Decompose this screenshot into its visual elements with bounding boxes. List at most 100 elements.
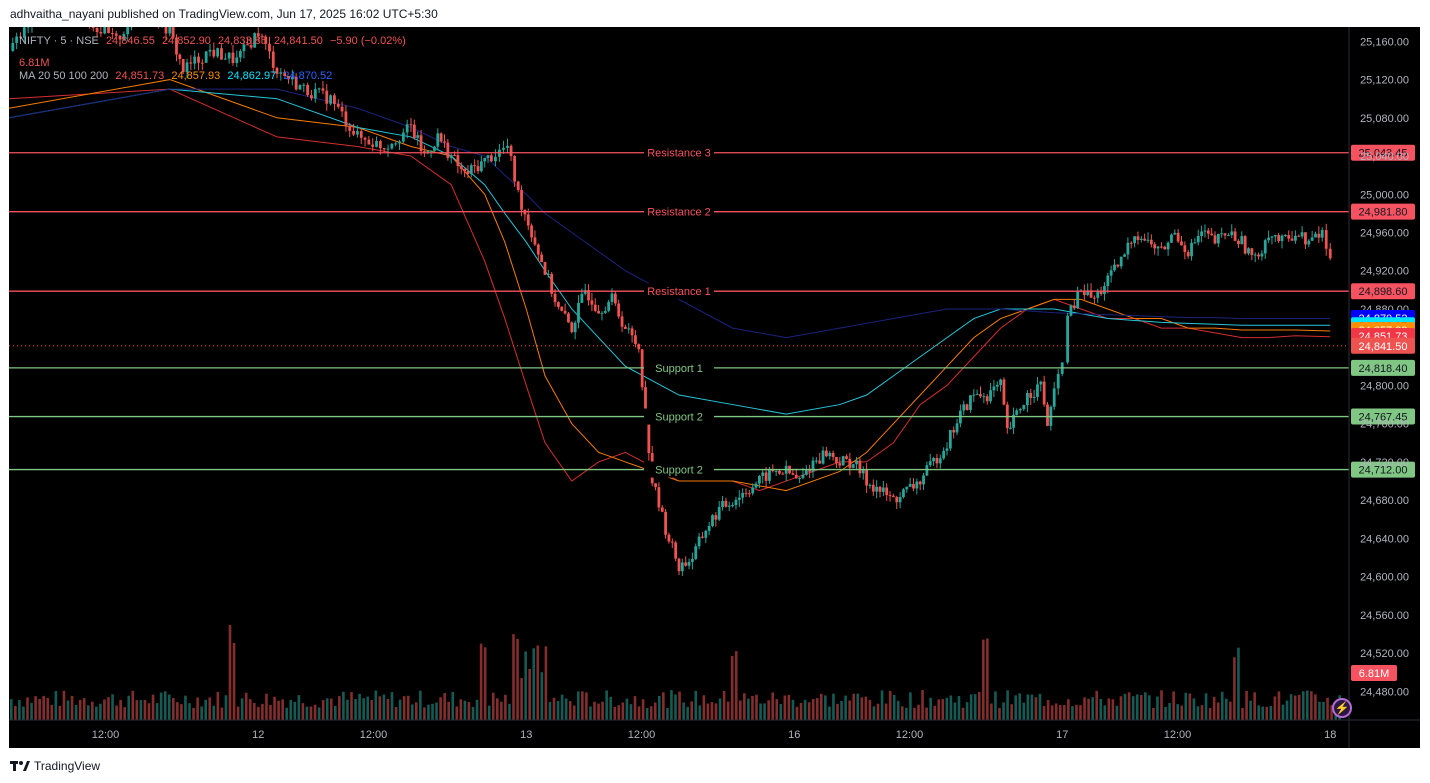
volume-bar	[151, 694, 155, 720]
candle-body	[164, 27, 168, 34]
candle-body	[1237, 240, 1240, 245]
volume-bar	[1253, 692, 1256, 720]
volume-bar	[1038, 693, 1042, 720]
candle-body	[536, 244, 540, 255]
candle-body	[494, 156, 497, 162]
volume-bar	[852, 693, 855, 720]
candle-body	[624, 326, 627, 329]
volume-bar	[1160, 690, 1163, 720]
candle-body	[1186, 252, 1190, 257]
volume-bar	[38, 699, 41, 720]
volume-bar	[285, 707, 288, 720]
volume-bar	[743, 693, 746, 720]
candle-body	[744, 492, 748, 494]
volume-bar	[390, 692, 394, 720]
candle-body	[670, 541, 674, 543]
candle-body	[530, 225, 533, 238]
candle-body	[416, 135, 420, 138]
volume-bar	[1188, 693, 1192, 720]
level-price-tag	[1351, 359, 1415, 376]
ma-line-2	[9, 79, 1331, 492]
volume-bar	[111, 694, 114, 720]
candle-body	[768, 468, 771, 481]
legend-ma20: 24,851.73	[115, 70, 165, 82]
volume-bar	[1233, 657, 1236, 720]
candle-body	[375, 140, 378, 147]
candle-body	[1227, 235, 1230, 237]
level-label: Resistance 2	[647, 207, 711, 219]
candle-body	[256, 33, 260, 37]
candle-body	[260, 36, 264, 38]
level-label: Resistance 1	[647, 286, 711, 298]
volume-bar	[14, 705, 17, 720]
volume-bar	[609, 696, 612, 720]
volume-bar	[212, 705, 216, 720]
candle-body	[268, 43, 271, 52]
volume-bar	[257, 706, 260, 720]
candle-body	[453, 155, 456, 157]
volume-bar	[739, 700, 742, 720]
candle-body	[557, 302, 560, 307]
volume-bar	[459, 699, 463, 720]
candle-body	[1220, 233, 1224, 235]
volume-bar	[463, 700, 467, 720]
volume-bar	[674, 694, 677, 720]
candle-body	[942, 450, 946, 459]
candle-body	[1277, 235, 1281, 242]
candle-body	[1290, 238, 1294, 241]
volume-bar	[66, 700, 70, 720]
candle-body	[918, 481, 922, 485]
volume-bar	[1245, 690, 1248, 720]
volume-bar	[597, 703, 600, 720]
volume-bar	[722, 691, 726, 720]
volume-bar	[427, 704, 430, 720]
volume-bar	[520, 678, 523, 720]
candle-body	[955, 423, 959, 433]
candle-body	[95, 28, 99, 33]
candle-body	[630, 328, 634, 336]
volume-bar	[475, 699, 479, 720]
candle-body	[483, 157, 487, 162]
volume-bar	[1220, 691, 1224, 720]
volume-bar	[1030, 694, 1034, 720]
candle-body	[193, 56, 197, 64]
volume-bar	[1269, 705, 1273, 720]
candle-body	[825, 450, 828, 457]
candle-body	[758, 475, 761, 484]
lightning-icon[interactable]: ⚡	[1332, 698, 1352, 718]
chart-panel[interactable]: Resistance 3 25,043.45 Resistance 2 24,981.…	[9, 27, 1420, 748]
candle-body	[1216, 234, 1220, 244]
volume-bar	[666, 707, 669, 720]
volume-bar	[455, 706, 459, 720]
chart-svg[interactable]: Resistance 3 25,043.45 Resistance 2 24,981.…	[9, 27, 1420, 748]
candle-body	[1297, 235, 1301, 237]
candle-body	[871, 484, 875, 492]
candle-body	[697, 536, 701, 547]
volume-bar	[232, 642, 236, 720]
volume-bar	[22, 706, 25, 720]
volume-bar	[585, 692, 588, 720]
volume-bar	[1249, 700, 1252, 720]
volume-bar	[815, 698, 819, 720]
volume-bar	[107, 697, 110, 720]
volume-bar	[155, 703, 159, 720]
volume-bar	[358, 693, 361, 720]
candle-body	[1029, 392, 1033, 398]
candle-body	[1153, 244, 1157, 249]
volume-bar	[848, 700, 851, 720]
candle-body	[684, 562, 688, 566]
candle-body	[865, 470, 868, 486]
legend-symbol: NIFTY · 5 · NSE	[19, 35, 99, 47]
volume-bar	[95, 706, 98, 720]
volume-bar	[892, 694, 896, 720]
volume-bar	[1139, 695, 1143, 720]
volume-bar	[601, 701, 604, 720]
candle-body	[674, 542, 678, 559]
candle-body	[734, 499, 738, 506]
candle-body	[1280, 235, 1284, 242]
legend-ma-label: MA 20 50 100 200	[19, 70, 109, 82]
volume-bar	[905, 707, 908, 720]
candle-body	[1096, 291, 1100, 298]
candle-body	[583, 290, 587, 294]
tradingview-brand[interactable]: TradingView	[10, 759, 100, 773]
